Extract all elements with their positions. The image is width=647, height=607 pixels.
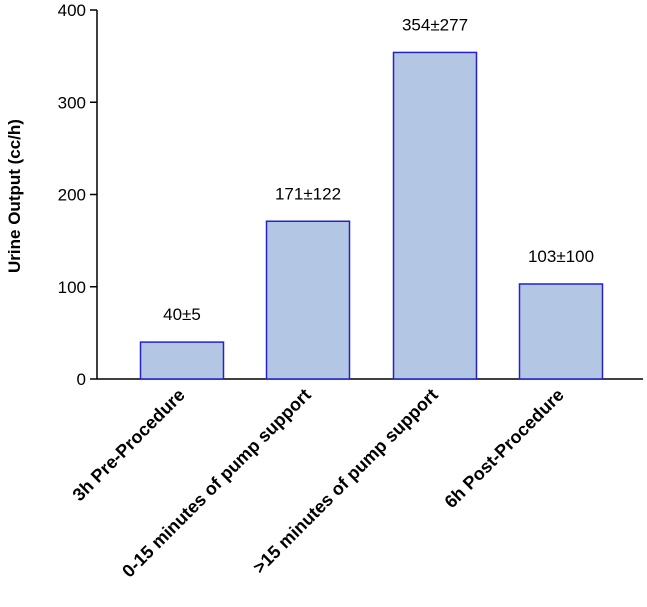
data-label: 171±122 xyxy=(275,184,341,203)
x-category-label: 3h Pre-Procedure xyxy=(69,385,189,505)
y-tick-label: 400 xyxy=(58,1,86,20)
data-labels: 40±5 171±122 354±277 103±100 xyxy=(163,15,594,324)
bar xyxy=(392,51,478,380)
data-label: 103±100 xyxy=(528,247,594,266)
bars xyxy=(139,51,604,380)
y-tick-label: 100 xyxy=(58,278,86,297)
y-axis-title: Urine Output (cc/h) xyxy=(5,119,24,273)
x-category-label: 6h Post-Procedure xyxy=(441,385,568,512)
y-tick-label: 300 xyxy=(58,93,86,112)
bar xyxy=(518,283,604,380)
y-axis: 0 100 200 300 400 xyxy=(58,1,98,389)
data-label: 354±277 xyxy=(402,15,468,34)
y-tick-label: 0 xyxy=(77,370,86,389)
data-label: 40±5 xyxy=(163,305,201,324)
y-tick-label: 200 xyxy=(58,186,86,205)
bar xyxy=(265,220,351,380)
bar xyxy=(139,341,225,380)
